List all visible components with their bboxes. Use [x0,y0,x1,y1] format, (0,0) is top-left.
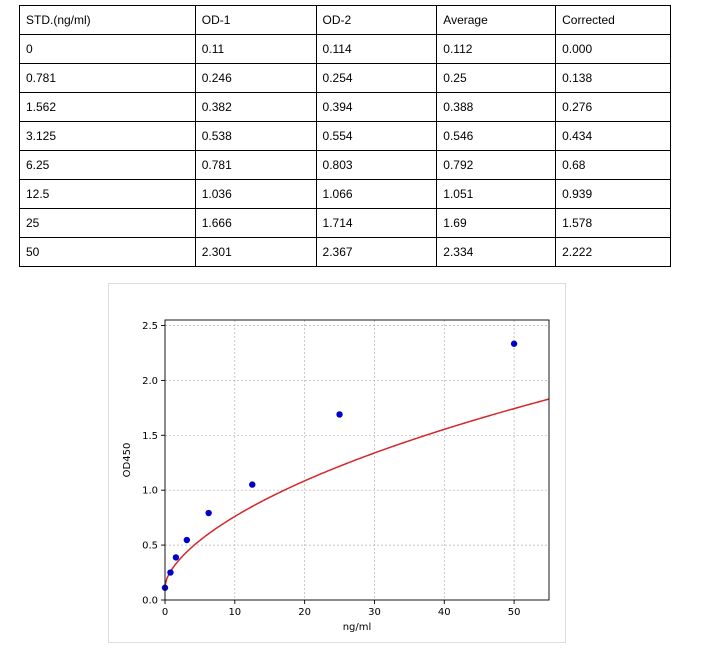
fit-curve [164,398,550,586]
table-header-row: STD.(ng/ml) OD-1 OD-2 Average Corrected [19,5,671,35]
data-point [249,481,256,488]
y-tick-label: 2.0 [142,376,158,387]
table-cell: 1.69 [436,208,557,238]
table-header-cell: OD-2 [315,5,438,35]
table-cell: 0.394 [315,92,438,122]
table-cell: 0.246 [194,63,317,93]
table-cell: 0.000 [555,34,671,64]
table-cell: 2.334 [436,237,557,267]
x-tick-label: 50 [508,607,521,618]
table-cell: 0.138 [555,63,671,93]
table-header-cell: Corrected [555,5,671,35]
x-tick-label: 10 [228,607,241,618]
table-cell: 0 [19,34,196,64]
x-axis-label: ng/ml [343,622,372,633]
table-cell: 1.578 [555,208,671,238]
table-cell: 0.68 [555,150,671,180]
standard-curve-chart: 0 10 20 30 40 50 0.0 0.5 1.0 1.5 2.0 2.5 ng/ml OD45… [108,283,566,643]
table-cell: 0.939 [555,179,671,209]
table-cell: 0.803 [315,150,438,180]
table-cell: 0.11 [194,34,317,64]
table-cell: 0.388 [436,92,557,122]
data-point [510,340,518,347]
table-cell: 2.222 [555,237,671,267]
table-cell: 0.781 [19,63,196,93]
table-row: 6.25 0.781 0.803 0.792 0.68 [19,150,671,180]
table-cell: 25 [19,208,196,238]
standards-table-container: STD.(ng/ml) OD-1 OD-2 Average Corrected 0 0.11… [19,5,671,267]
data-point [183,536,191,544]
x-tick-label: 40 [438,607,451,618]
table-cell: 0.276 [555,92,671,122]
table-cell: 0.792 [436,150,557,180]
data-point [172,554,180,561]
standards-table: STD.(ng/ml) OD-1 OD-2 Average Corrected 0 0.11… [19,5,671,267]
table-cell: 0.538 [194,121,317,151]
table-row: 0.781 0.246 0.254 0.25 0.138 [19,63,671,93]
table-cell: 3.125 [19,121,196,151]
table-cell: 2.301 [194,237,317,267]
table-cell: 1.666 [194,208,317,238]
table-cell: 0.434 [555,121,671,151]
table-cell: 0.25 [436,63,557,93]
data-point [167,569,174,576]
y-tick-label: 1.5 [142,431,158,442]
axis-ticks: 0 10 20 30 40 50 0.0 0.5 1.0 1.5 2.0 2.5 [142,321,520,618]
data-point [336,411,343,418]
table-cell: 0.781 [194,150,317,180]
table-cell: 1.562 [19,92,196,122]
table-row: 3.125 0.538 0.554 0.546 0.434 [19,121,671,151]
table-header-cell: Average [436,5,557,35]
fit-curve-layer [164,398,550,586]
table-row: 1.562 0.382 0.394 0.388 0.276 [19,92,671,122]
table-cell: 12.5 [19,179,196,209]
table-cell: 50 [19,237,196,267]
table-cell: 0.546 [436,121,557,151]
y-tick-label: 0.5 [142,541,158,552]
table-cell: 0.254 [315,63,438,93]
y-axis-label: OD450 [122,443,133,478]
data-point [205,509,212,517]
table-cell: 0.382 [194,92,317,122]
table-cell: 1.714 [315,208,438,238]
table-cell: 0.114 [315,34,438,64]
table-cell: 1.036 [194,179,317,209]
table-row: 0 0.11 0.114 0.112 0.000 [19,34,671,64]
y-tick-label: 2.5 [142,321,158,332]
table-cell: 2.367 [315,237,438,267]
y-tick-label: 1.0 [142,486,158,497]
plot-area-border [164,319,550,601]
y-tick-label: 0.0 [142,596,158,607]
x-tick-label: 0 [162,607,168,618]
table-cell: 0.554 [315,121,438,151]
table-cell: 0.112 [436,34,557,64]
x-tick-label: 20 [298,607,311,618]
table-cell: 1.051 [436,179,557,209]
chart-svg: 0 10 20 30 40 50 0.0 0.5 1.0 1.5 2.0 2.5 ng/ml OD45… [108,283,566,643]
table-cell: 6.25 [19,150,196,180]
table-header-cell: OD-1 [194,5,317,35]
table-row: 50 2.301 2.367 2.334 2.222 [19,237,671,267]
table-row: 12.5 1.036 1.066 1.051 0.939 [19,179,671,209]
x-tick-label: 30 [368,607,381,618]
table-row: 25 1.666 1.714 1.69 1.578 [19,208,671,238]
table-header-cell: STD.(ng/ml) [19,5,196,35]
chart-frame [108,283,566,643]
table-cell: 1.066 [315,179,438,209]
